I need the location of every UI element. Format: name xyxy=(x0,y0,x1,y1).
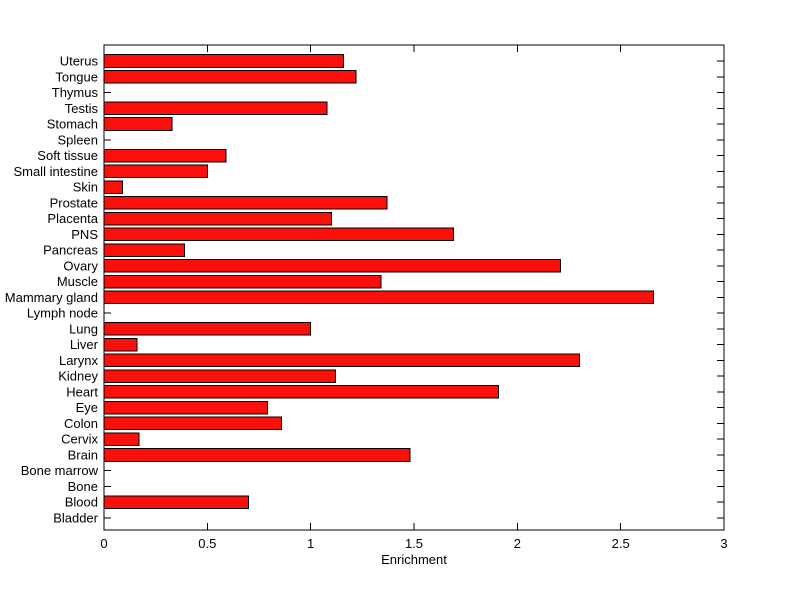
x-tick-label: 0 xyxy=(100,536,107,551)
y-tick-label: Placenta xyxy=(47,211,98,226)
y-tick-label: Stomach xyxy=(47,117,98,132)
y-tick-label: Ovary xyxy=(63,258,98,273)
y-tick-label: Liver xyxy=(70,337,99,352)
y-tick-label: Small intestine xyxy=(13,164,98,179)
y-tick-label: PNS xyxy=(71,227,98,242)
y-tick-label: Lung xyxy=(69,321,98,336)
y-tick-label: Muscle xyxy=(57,274,98,289)
y-tick-label: Mammary gland xyxy=(5,290,98,305)
bar xyxy=(103,164,208,179)
y-tick-label: Cervix xyxy=(61,432,98,447)
x-tick-label: 3 xyxy=(720,536,727,551)
bar xyxy=(103,148,227,163)
y-tick-label: Skin xyxy=(73,180,98,195)
y-tick-label: Lymph node xyxy=(27,306,98,321)
y-tick-label: Thymus xyxy=(52,85,99,100)
bar xyxy=(103,290,655,305)
y-tick-label: Tongue xyxy=(55,69,98,84)
y-tick-label: Pancreas xyxy=(43,243,98,258)
bar xyxy=(103,211,332,226)
bar xyxy=(103,196,388,210)
bar xyxy=(103,54,345,68)
y-tick-label: Bone marrow xyxy=(21,463,99,478)
bar xyxy=(103,227,454,242)
bar xyxy=(103,274,382,289)
bar xyxy=(103,69,357,84)
y-tick-label: Soft tissue xyxy=(37,148,98,163)
x-tick-label: 0.5 xyxy=(198,536,216,551)
y-tick-label: Blood xyxy=(65,495,98,510)
bar xyxy=(103,448,411,462)
bar xyxy=(103,180,124,194)
y-tick-label: Uterus xyxy=(60,54,99,69)
bar xyxy=(103,400,268,415)
y-tick-label: Kidney xyxy=(58,369,98,384)
y-tick-label: Bladder xyxy=(53,511,98,526)
y-tick-label: Bone xyxy=(68,479,98,494)
bar xyxy=(103,322,312,336)
bar xyxy=(103,101,328,116)
plot-border xyxy=(103,44,725,531)
y-tick-label: Testis xyxy=(65,101,99,116)
bar xyxy=(103,369,336,383)
y-tick-label: Prostate xyxy=(50,195,98,210)
y-tick-label: Brain xyxy=(68,447,98,462)
x-tick-label: 1 xyxy=(307,536,314,551)
bar xyxy=(103,416,283,431)
bar xyxy=(103,495,250,510)
x-tick-label: 2 xyxy=(514,536,521,551)
x-axis-label: Enrichment xyxy=(381,552,447,567)
bar xyxy=(103,432,140,447)
y-tick-label: Heart xyxy=(66,384,98,399)
bar xyxy=(103,259,562,273)
x-tick-label: 2.5 xyxy=(612,536,630,551)
bar xyxy=(103,353,580,368)
bar xyxy=(103,117,173,131)
bar xyxy=(103,385,500,399)
x-tick-label: 1.5 xyxy=(405,536,423,551)
y-tick-label: Spleen xyxy=(58,132,98,147)
y-tick-label: Larynx xyxy=(59,353,99,368)
y-tick-label: Eye xyxy=(76,400,98,415)
y-tick-label: Colon xyxy=(64,416,98,431)
bar xyxy=(103,243,186,257)
bar xyxy=(103,337,138,352)
